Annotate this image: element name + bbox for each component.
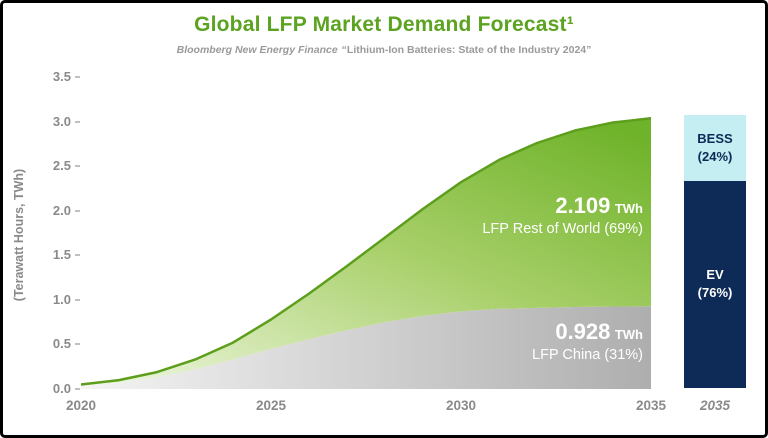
y-tick-mark [75,299,80,301]
annotation-value-line: 0.928 TWh [532,319,643,345]
y-tick-mark [75,121,80,123]
y-axis-title: (Terawatt Hours, TWh) [12,168,26,302]
y-tick-mark [75,388,80,390]
y-tick-label: 1.5 [52,247,71,262]
annotation-rest-of-world: 2.109 TWh LFP Rest of World (69%) [482,193,643,237]
y-tick-mark [75,210,80,212]
y-tick-label: 2.5 [52,158,71,173]
total-top-line [81,117,651,386]
x-tick-label: 2030 [445,398,477,413]
y-tick-label: 0.0 [52,381,71,396]
china-unit: TWh [614,327,643,342]
x-tick-label: 2025 [255,398,287,413]
y-tick-label: 3.5 [52,69,71,84]
side-bar-x-label: 2035 [699,398,731,413]
y-tick-label: 3.0 [52,114,71,129]
x-tick-label: 2035 [635,398,667,413]
bess-label: BESS [697,130,733,146]
ev-label: EV [706,267,724,283]
ev-pct: (76%) [697,285,733,301]
subtitle-source: Bloomberg New Energy Finance [176,44,338,56]
y-tick-mark [75,76,80,78]
rest-of-world-value: 2.109 [555,193,611,218]
chart-subtitle: Bloomberg New Energy Finance “Lithium-Ion… [3,44,765,56]
y-tick-label: 2.0 [52,203,71,218]
side-bar-segment: BESS (24%) [684,115,746,181]
annotation-value-line: 2.109 TWh [482,193,643,219]
composition-bar-2035: BESS (24%) EV (76%) [684,115,746,388]
y-tick-mark [75,165,80,167]
y-tick-mark [75,254,80,256]
y-tick-label: 0.5 [52,336,71,351]
annotation-china: 0.928 TWh LFP China (31%) [532,319,643,363]
page-title: Global LFP Market Demand Forecast¹ [194,13,574,36]
rest-of-world-label: LFP Rest of World (69%) [482,221,643,237]
y-tick-label: 1.0 [52,292,71,307]
y-tick-mark [75,343,80,345]
china-label: LFP China (31%) [532,347,643,363]
area-chart [81,117,651,389]
x-tick-label: 2020 [65,398,97,413]
subtitle-quote: “Lithium-Ion Batteries: State of the Ind… [341,44,592,56]
china-area [81,306,651,389]
bess-pct: (24%) [697,148,733,164]
rest-of-world-unit: TWh [614,201,643,216]
side-bar-segment: EV (76%) [684,180,746,388]
china-value: 0.928 [555,319,611,344]
